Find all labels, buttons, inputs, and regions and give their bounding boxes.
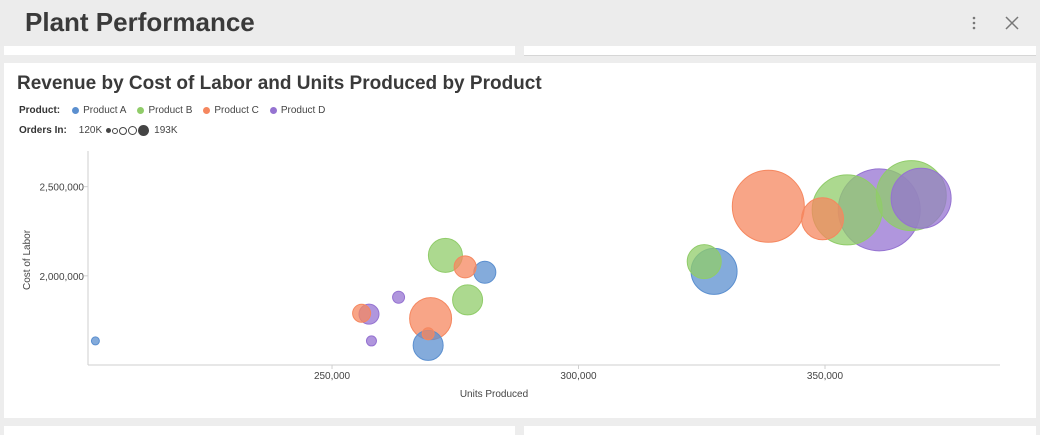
size-legend-max: 193K [154,125,178,136]
header-bar: Plant Performance [0,0,1040,46]
bubble-product-b-2[interactable] [686,244,722,280]
more-vertical-icon[interactable] [963,12,985,34]
size-legend-label: Orders In: [19,125,67,136]
legend-dot-product-b [137,107,145,114]
product-legend: Product: Product A Product B Product C P… [19,105,336,116]
page-title: Plant Performance [25,7,255,37]
y-tick-label: 2,500,000 [40,183,85,194]
legend-label-product-a: Product A [83,105,127,116]
dashboard-tile-bottom-right [524,426,1036,435]
size-scale-icon [106,125,150,136]
bubble-product-d-2[interactable] [392,290,406,304]
legend-dot-product-d [269,107,277,114]
bubble-product-d-1[interactable] [365,335,377,347]
x-axis-title: Units Produced [460,389,528,400]
bubble-product-b-0[interactable] [427,237,463,273]
y-tick-label: 2,000,000 [40,272,85,283]
legend-label-product-d: Product D [280,105,326,116]
legend-item-product-d[interactable]: Product D [269,105,326,116]
legend-item-product-b[interactable]: Product B [137,105,192,116]
bubble-product-c-4[interactable] [731,169,805,243]
bubble-product-b-1[interactable] [452,284,484,316]
bubble-product-a-0[interactable] [90,336,100,346]
x-tick-label: 250,000 [314,371,351,382]
dashboard-tile-bottom-left [4,426,515,435]
dashboard-tile-top-left [4,46,515,55]
chart-title: Revenue by Cost of Labor and Units Produ… [17,73,542,94]
size-legend: Orders In: 120K 193K [19,125,178,136]
legend-dot-product-c [203,107,211,114]
bubble-product-c-5[interactable] [801,197,845,241]
x-tick-label: 300,000 [560,371,597,382]
bubble-product-c-3[interactable] [453,255,477,279]
bubble-chart: 250,000 300,000 350,000 2,000,000 2,500,000 U… [22,151,1000,400]
close-icon[interactable] [1001,12,1023,34]
bubble-product-d-4[interactable] [890,167,952,229]
legend-label-product-c: Product C [214,105,259,116]
bubble-product-a-2[interactable] [473,260,497,284]
size-legend-min: 120K [78,125,103,136]
bubble-product-c-0[interactable] [352,303,372,323]
dashboard-tile-top-right [524,46,1036,56]
legend-label-product-b: Product B [148,105,193,116]
product-legend-label: Product: [19,105,61,116]
chart-tile: Revenue by Cost of Labor and Units Produ… [4,63,1036,418]
y-axis-title: Cost of Labor [22,229,33,290]
legend-item-product-a[interactable]: Product A [72,105,126,116]
bubble-product-c-1[interactable] [421,327,435,341]
x-tick-label: 350,000 [807,371,844,382]
legend-item-product-c[interactable]: Product C [203,105,259,116]
legend-dot-product-a [72,107,80,114]
